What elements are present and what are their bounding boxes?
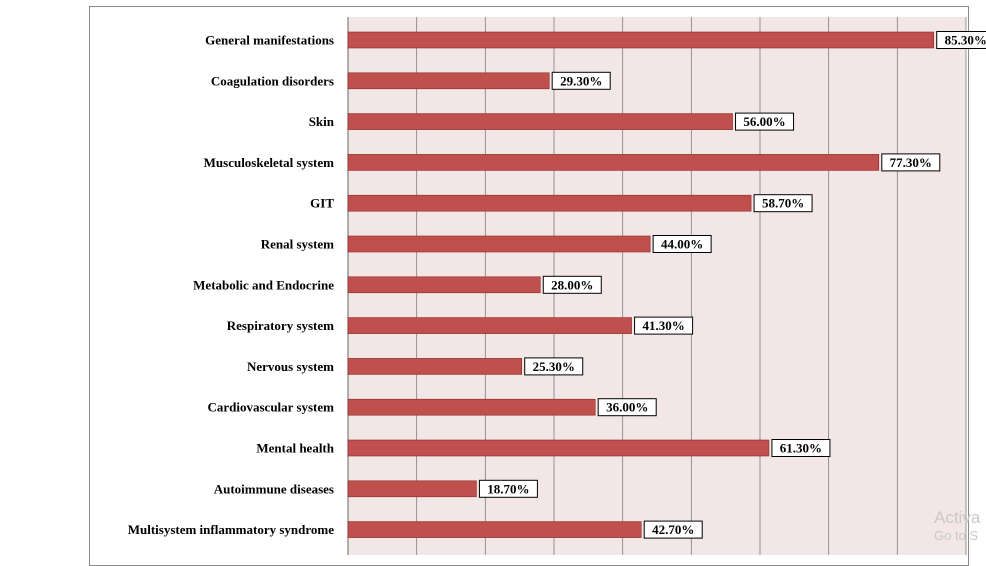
data-label: 85.30% <box>945 33 986 48</box>
data-label: 77.30% <box>890 155 932 170</box>
data-label: 41.30% <box>642 318 684 333</box>
category-label: Musculoskeletal system <box>204 155 335 170</box>
data-label: 28.00% <box>551 277 593 292</box>
data-label-box <box>753 194 813 213</box>
bar <box>347 317 632 334</box>
category-label: Autoimmune diseases <box>214 481 334 496</box>
bar <box>347 439 770 457</box>
data-label: 25.30% <box>533 359 575 374</box>
category-label: GIT <box>310 196 334 211</box>
bar <box>347 398 596 416</box>
category-label: Respiratory system <box>227 318 334 333</box>
data-label-box <box>643 520 703 539</box>
data-label: 61.30% <box>780 441 822 456</box>
bar <box>347 194 752 212</box>
category-label: Cardiovascular system <box>207 400 334 415</box>
data-label-box <box>936 31 986 49</box>
data-label-box <box>735 112 795 131</box>
data-label-box <box>597 398 657 417</box>
data-label: 44.00% <box>661 237 703 252</box>
data-label-box <box>551 71 611 90</box>
data-label: 58.70% <box>762 196 804 211</box>
bar <box>347 72 550 90</box>
category-label: Skin <box>309 114 335 129</box>
bar <box>347 521 642 538</box>
data-label: 56.00% <box>743 114 785 129</box>
bar <box>347 154 880 171</box>
data-label: 18.70% <box>487 481 529 496</box>
watermark-line-2: Go to S <box>934 528 979 543</box>
bar <box>347 31 935 49</box>
category-label: General manifestations <box>205 33 334 48</box>
category-label: Mental health <box>256 441 334 456</box>
data-label-box <box>771 439 831 457</box>
data-label: 36.00% <box>606 400 648 415</box>
bar <box>347 480 477 498</box>
bar <box>347 358 523 375</box>
data-label-box <box>881 153 941 172</box>
data-label-box <box>634 316 694 335</box>
data-label: 42.70% <box>652 522 694 537</box>
watermark-line-1: Activa <box>934 508 981 527</box>
data-label: 29.30% <box>560 73 602 88</box>
category-label: Coagulation disorders <box>211 73 334 88</box>
bar <box>347 276 541 294</box>
category-label: Metabolic and Endocrine <box>193 277 334 292</box>
data-label-box <box>524 357 584 376</box>
bar <box>347 113 733 130</box>
data-label-box <box>652 235 712 253</box>
data-label-box <box>478 479 538 498</box>
category-label: Renal system <box>261 237 334 252</box>
category-label: Nervous system <box>247 359 334 374</box>
bar <box>347 235 651 253</box>
category-label: Multisystem inflammatory syndrome <box>128 522 335 537</box>
data-label-box <box>542 275 602 294</box>
